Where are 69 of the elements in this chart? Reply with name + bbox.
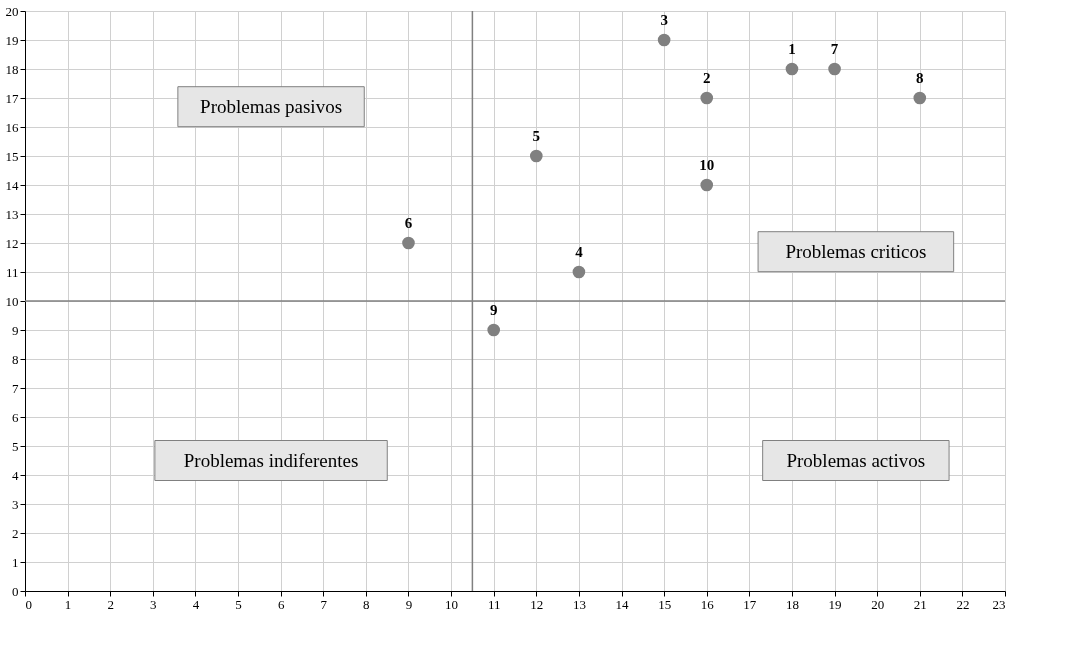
x-tick-label: 0 — [25, 596, 32, 612]
point — [572, 265, 586, 279]
y-tick-label: 11 — [5, 264, 19, 280]
annotation: Problemas activos — [786, 449, 926, 471]
point — [529, 149, 543, 163]
point — [487, 323, 501, 337]
y-tick-label: 18 — [5, 61, 19, 77]
point — [700, 178, 714, 192]
y-tick-label: 14 — [5, 177, 19, 193]
y-tick-label: 9 — [12, 322, 19, 338]
y-tick-label: 7 — [12, 380, 19, 396]
y-tick-label: 5 — [12, 438, 19, 454]
y-tick-label: 8 — [12, 351, 19, 367]
y-tick-label: 0 — [12, 583, 19, 599]
x-tick-label: 2 — [107, 596, 114, 612]
annotation: 1 — [788, 41, 796, 57]
y-tick-label: 3 — [12, 496, 19, 512]
x-tick-label: 12 — [530, 596, 544, 612]
x-tick-label: 22 — [956, 596, 970, 612]
annotation: 2 — [702, 70, 711, 86]
annotation: 8 — [916, 70, 924, 86]
y-tick-label: 6 — [12, 409, 19, 425]
y-tick-label: 15 — [5, 148, 19, 164]
annotation: 10 — [699, 157, 715, 173]
y-tick-label: 10 — [5, 293, 19, 309]
point — [700, 91, 714, 105]
x-tick-label: 10 — [445, 596, 459, 612]
point — [402, 236, 415, 250]
y-tick-label: 19 — [5, 32, 19, 48]
x-tick-label: 23 — [992, 596, 1006, 612]
annotation: Problemas criticos — [785, 240, 927, 262]
x-tick-label: 6 — [277, 596, 285, 612]
x-tick-label: 17 — [743, 596, 757, 612]
x-tick-label: 14 — [615, 596, 630, 612]
x-tick-label: 8 — [363, 596, 370, 612]
x-tick-label: 11 — [487, 596, 501, 612]
annotation: 7 — [830, 41, 839, 57]
annotation: 4 — [575, 244, 584, 260]
y-tick-label: 16 — [5, 119, 19, 135]
x-tick-label: 15 — [658, 596, 672, 612]
y-tick-label: 12 — [5, 235, 19, 251]
x-tick-label: 18 — [785, 596, 799, 612]
annotation: Problemas pasivos — [200, 95, 343, 117]
x-tick-label: 9 — [405, 596, 413, 612]
annotation: 5 — [532, 128, 541, 144]
y-tick-label: 2 — [12, 525, 19, 541]
point — [785, 62, 799, 76]
x-tick-label: 19 — [828, 596, 842, 612]
x-tick-label: 7 — [320, 596, 328, 612]
point — [657, 33, 671, 47]
annotation: 9 — [489, 302, 498, 318]
x-tick-label: 16 — [700, 596, 715, 612]
x-tick-label: 3 — [150, 596, 157, 612]
annotation: 6 — [404, 215, 413, 231]
y-tick-label: 4 — [12, 467, 19, 483]
x-tick-label: 21 — [913, 596, 927, 612]
annotation: 3 — [660, 12, 668, 28]
x-tick-label: 1 — [64, 596, 72, 612]
y-tick-label: 13 — [5, 206, 19, 222]
point — [913, 91, 927, 105]
x-tick-label: 5 — [235, 596, 242, 612]
x-tick-label: 20 — [871, 596, 885, 612]
annotation: Problemas indiferentes — [183, 449, 359, 471]
y-tick-label: 1 — [12, 554, 19, 570]
point — [828, 62, 841, 76]
y-tick-label: 17 — [5, 90, 19, 106]
x-tick-label: 4 — [192, 596, 200, 612]
y-tick-label: 20 — [5, 3, 19, 19]
x-tick-label: 13 — [572, 596, 586, 612]
